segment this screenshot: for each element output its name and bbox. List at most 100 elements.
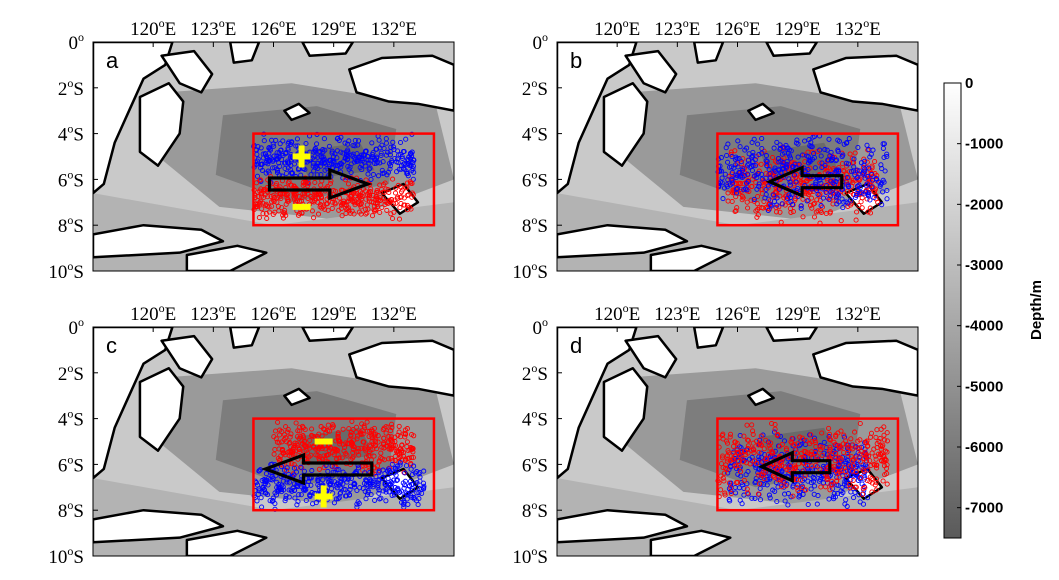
scatter-point bbox=[732, 463, 738, 469]
scatter-point bbox=[262, 478, 268, 484]
scatter-point bbox=[838, 218, 844, 224]
scatter-point bbox=[401, 493, 407, 499]
scatter-point bbox=[827, 436, 833, 442]
scatter-point bbox=[878, 446, 884, 452]
land-mass bbox=[557, 42, 638, 195]
scatter-point bbox=[788, 148, 794, 154]
scatter-point bbox=[256, 215, 262, 221]
scatter-point bbox=[370, 171, 376, 178]
scatter-point bbox=[720, 196, 726, 202]
scatter-point bbox=[878, 162, 884, 168]
flow-arrow bbox=[765, 165, 844, 199]
scatter-point bbox=[863, 189, 869, 195]
scatter-point bbox=[725, 141, 731, 147]
scatter-point bbox=[373, 196, 379, 203]
scatter-point bbox=[355, 446, 361, 452]
scatter-point bbox=[284, 429, 290, 435]
scatter-point bbox=[860, 501, 867, 507]
scatter-point bbox=[401, 485, 407, 491]
scatter-point bbox=[264, 215, 270, 221]
y-tick-label: 4oS bbox=[58, 407, 84, 431]
x-tick-label: 132oE bbox=[371, 16, 417, 40]
scatter-point bbox=[783, 447, 790, 453]
scatter-point bbox=[373, 431, 379, 437]
scatter-point bbox=[327, 480, 333, 487]
scatter-point bbox=[354, 436, 360, 442]
scatter-point bbox=[402, 478, 408, 484]
scatter-point bbox=[721, 478, 727, 484]
scatter-point bbox=[350, 153, 356, 159]
scatter-point bbox=[868, 430, 875, 436]
y-tick-label: 8oS bbox=[522, 498, 548, 522]
scatter-point bbox=[749, 139, 755, 146]
colorbar-tick-label: -5000 bbox=[965, 378, 1003, 395]
scatter-point bbox=[318, 182, 324, 188]
scatter-point bbox=[844, 188, 850, 194]
x-tick-label: 123oE bbox=[190, 16, 236, 40]
land-mass bbox=[348, 54, 454, 112]
scatter-point bbox=[830, 494, 836, 500]
scatter-point bbox=[846, 462, 852, 468]
scatter-point bbox=[378, 450, 384, 456]
scatter-point bbox=[350, 443, 356, 449]
scatter-point bbox=[733, 194, 739, 200]
colorbar-tick-label: -1000 bbox=[965, 136, 1003, 153]
scatter-point bbox=[865, 495, 871, 501]
scatter-point bbox=[865, 467, 871, 473]
scatter-point bbox=[869, 489, 875, 495]
scatter-point bbox=[853, 484, 859, 490]
scatter-point bbox=[737, 144, 743, 150]
scatter-point bbox=[325, 422, 331, 428]
map-area bbox=[93, 327, 454, 556]
scatter-point bbox=[283, 468, 290, 474]
scatter-point bbox=[345, 163, 351, 170]
scatter-point bbox=[333, 496, 339, 502]
scatter-point bbox=[844, 457, 850, 463]
scatter-point bbox=[827, 444, 833, 450]
scatter-point bbox=[843, 160, 849, 166]
scatter-point bbox=[299, 210, 305, 216]
scatter-point bbox=[394, 478, 400, 484]
scatter-point bbox=[854, 209, 860, 215]
scatter-point bbox=[792, 464, 798, 470]
scatter-point bbox=[794, 450, 800, 456]
scatter-point bbox=[787, 182, 793, 188]
scatter-point bbox=[740, 459, 747, 465]
y-tick-label: 0o bbox=[533, 30, 549, 54]
land-mass bbox=[348, 339, 454, 397]
scatter-point bbox=[840, 205, 846, 211]
scatter-point bbox=[737, 497, 743, 503]
scatter-point bbox=[352, 137, 358, 144]
scatter-point bbox=[812, 483, 818, 489]
scatter-point bbox=[359, 193, 365, 199]
scatter-point bbox=[784, 159, 790, 165]
land-mass bbox=[557, 223, 689, 259]
scatter-point bbox=[369, 213, 376, 219]
scatter-point bbox=[263, 153, 269, 159]
scatter-point bbox=[369, 427, 375, 433]
land-mass bbox=[692, 327, 725, 349]
colorbar-bar bbox=[943, 82, 962, 539]
scatter-point bbox=[317, 444, 323, 450]
scatter-point bbox=[397, 194, 403, 200]
scatter-point bbox=[763, 158, 769, 164]
scatter-point bbox=[795, 185, 801, 192]
scatter-point bbox=[368, 176, 374, 182]
colorbar-tick-label: -4000 bbox=[965, 318, 1003, 335]
scatter-point bbox=[865, 174, 871, 180]
scatter-point bbox=[763, 455, 769, 461]
scatter-point bbox=[838, 456, 844, 463]
scatter-point bbox=[732, 156, 738, 162]
scatter-point bbox=[318, 424, 324, 430]
scatter-point bbox=[844, 175, 850, 181]
scatter-point bbox=[829, 482, 835, 488]
scatter-point bbox=[738, 449, 745, 455]
scatter-point bbox=[738, 173, 744, 179]
scatter-point bbox=[405, 173, 411, 179]
scatter-point bbox=[277, 141, 283, 147]
scatter-point bbox=[848, 189, 854, 195]
scatter-point bbox=[855, 176, 861, 182]
scatter-point bbox=[296, 492, 302, 498]
scatter-point bbox=[805, 154, 811, 160]
scatter-point bbox=[285, 196, 291, 203]
